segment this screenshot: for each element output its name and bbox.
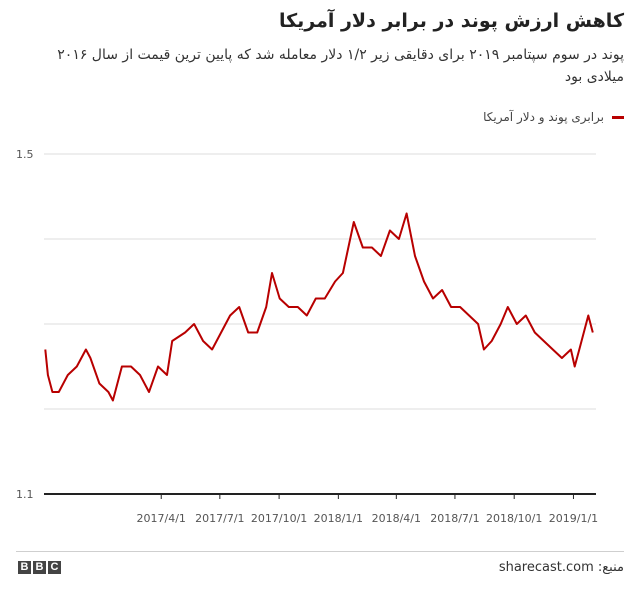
legend: برابری پوند و دلار آمریکا bbox=[483, 110, 624, 124]
x-tick-label: 2017/7/1 bbox=[195, 512, 244, 525]
chart-title: کاهش ارزش پوند در برابر دلار آمریکا bbox=[278, 10, 624, 32]
x-tick-label: 2018/7/1 bbox=[430, 512, 479, 525]
legend-swatch bbox=[612, 115, 624, 119]
x-tick-label: 2017/4/1 bbox=[137, 512, 186, 525]
series-line bbox=[44, 212, 594, 402]
y-tick-label: 1.5 bbox=[16, 148, 34, 161]
chart-subtitle: پوند در سوم سپتامبر ۲۰۱۹ برای دقایقی زیر… bbox=[57, 47, 624, 85]
bbc-logo-letter: B bbox=[33, 561, 46, 574]
footer-divider bbox=[16, 551, 624, 552]
line-chart: 1.5 1.1 2017/4/1 2017/7/1 2017/10/1 2018/1/1 2… bbox=[16, 148, 598, 525]
x-tick-label: 2019/1/1 bbox=[549, 512, 598, 525]
legend-label: برابری پوند و دلار آمریکا bbox=[483, 110, 604, 124]
source-credit: منبع: sharecast.com bbox=[498, 560, 624, 575]
x-tick-label: 2018/10/1 bbox=[486, 512, 542, 525]
y-tick-label: 1.1 bbox=[16, 488, 34, 501]
bbc-logo: B B C bbox=[18, 561, 61, 574]
x-tick-label: 2018/1/1 bbox=[314, 512, 363, 525]
bbc-logo-letter: B bbox=[18, 561, 31, 574]
bbc-logo-letter: C bbox=[48, 561, 61, 574]
x-tick-label: 2017/10/1 bbox=[251, 512, 307, 525]
x-tick-label: 2018/4/1 bbox=[372, 512, 421, 525]
